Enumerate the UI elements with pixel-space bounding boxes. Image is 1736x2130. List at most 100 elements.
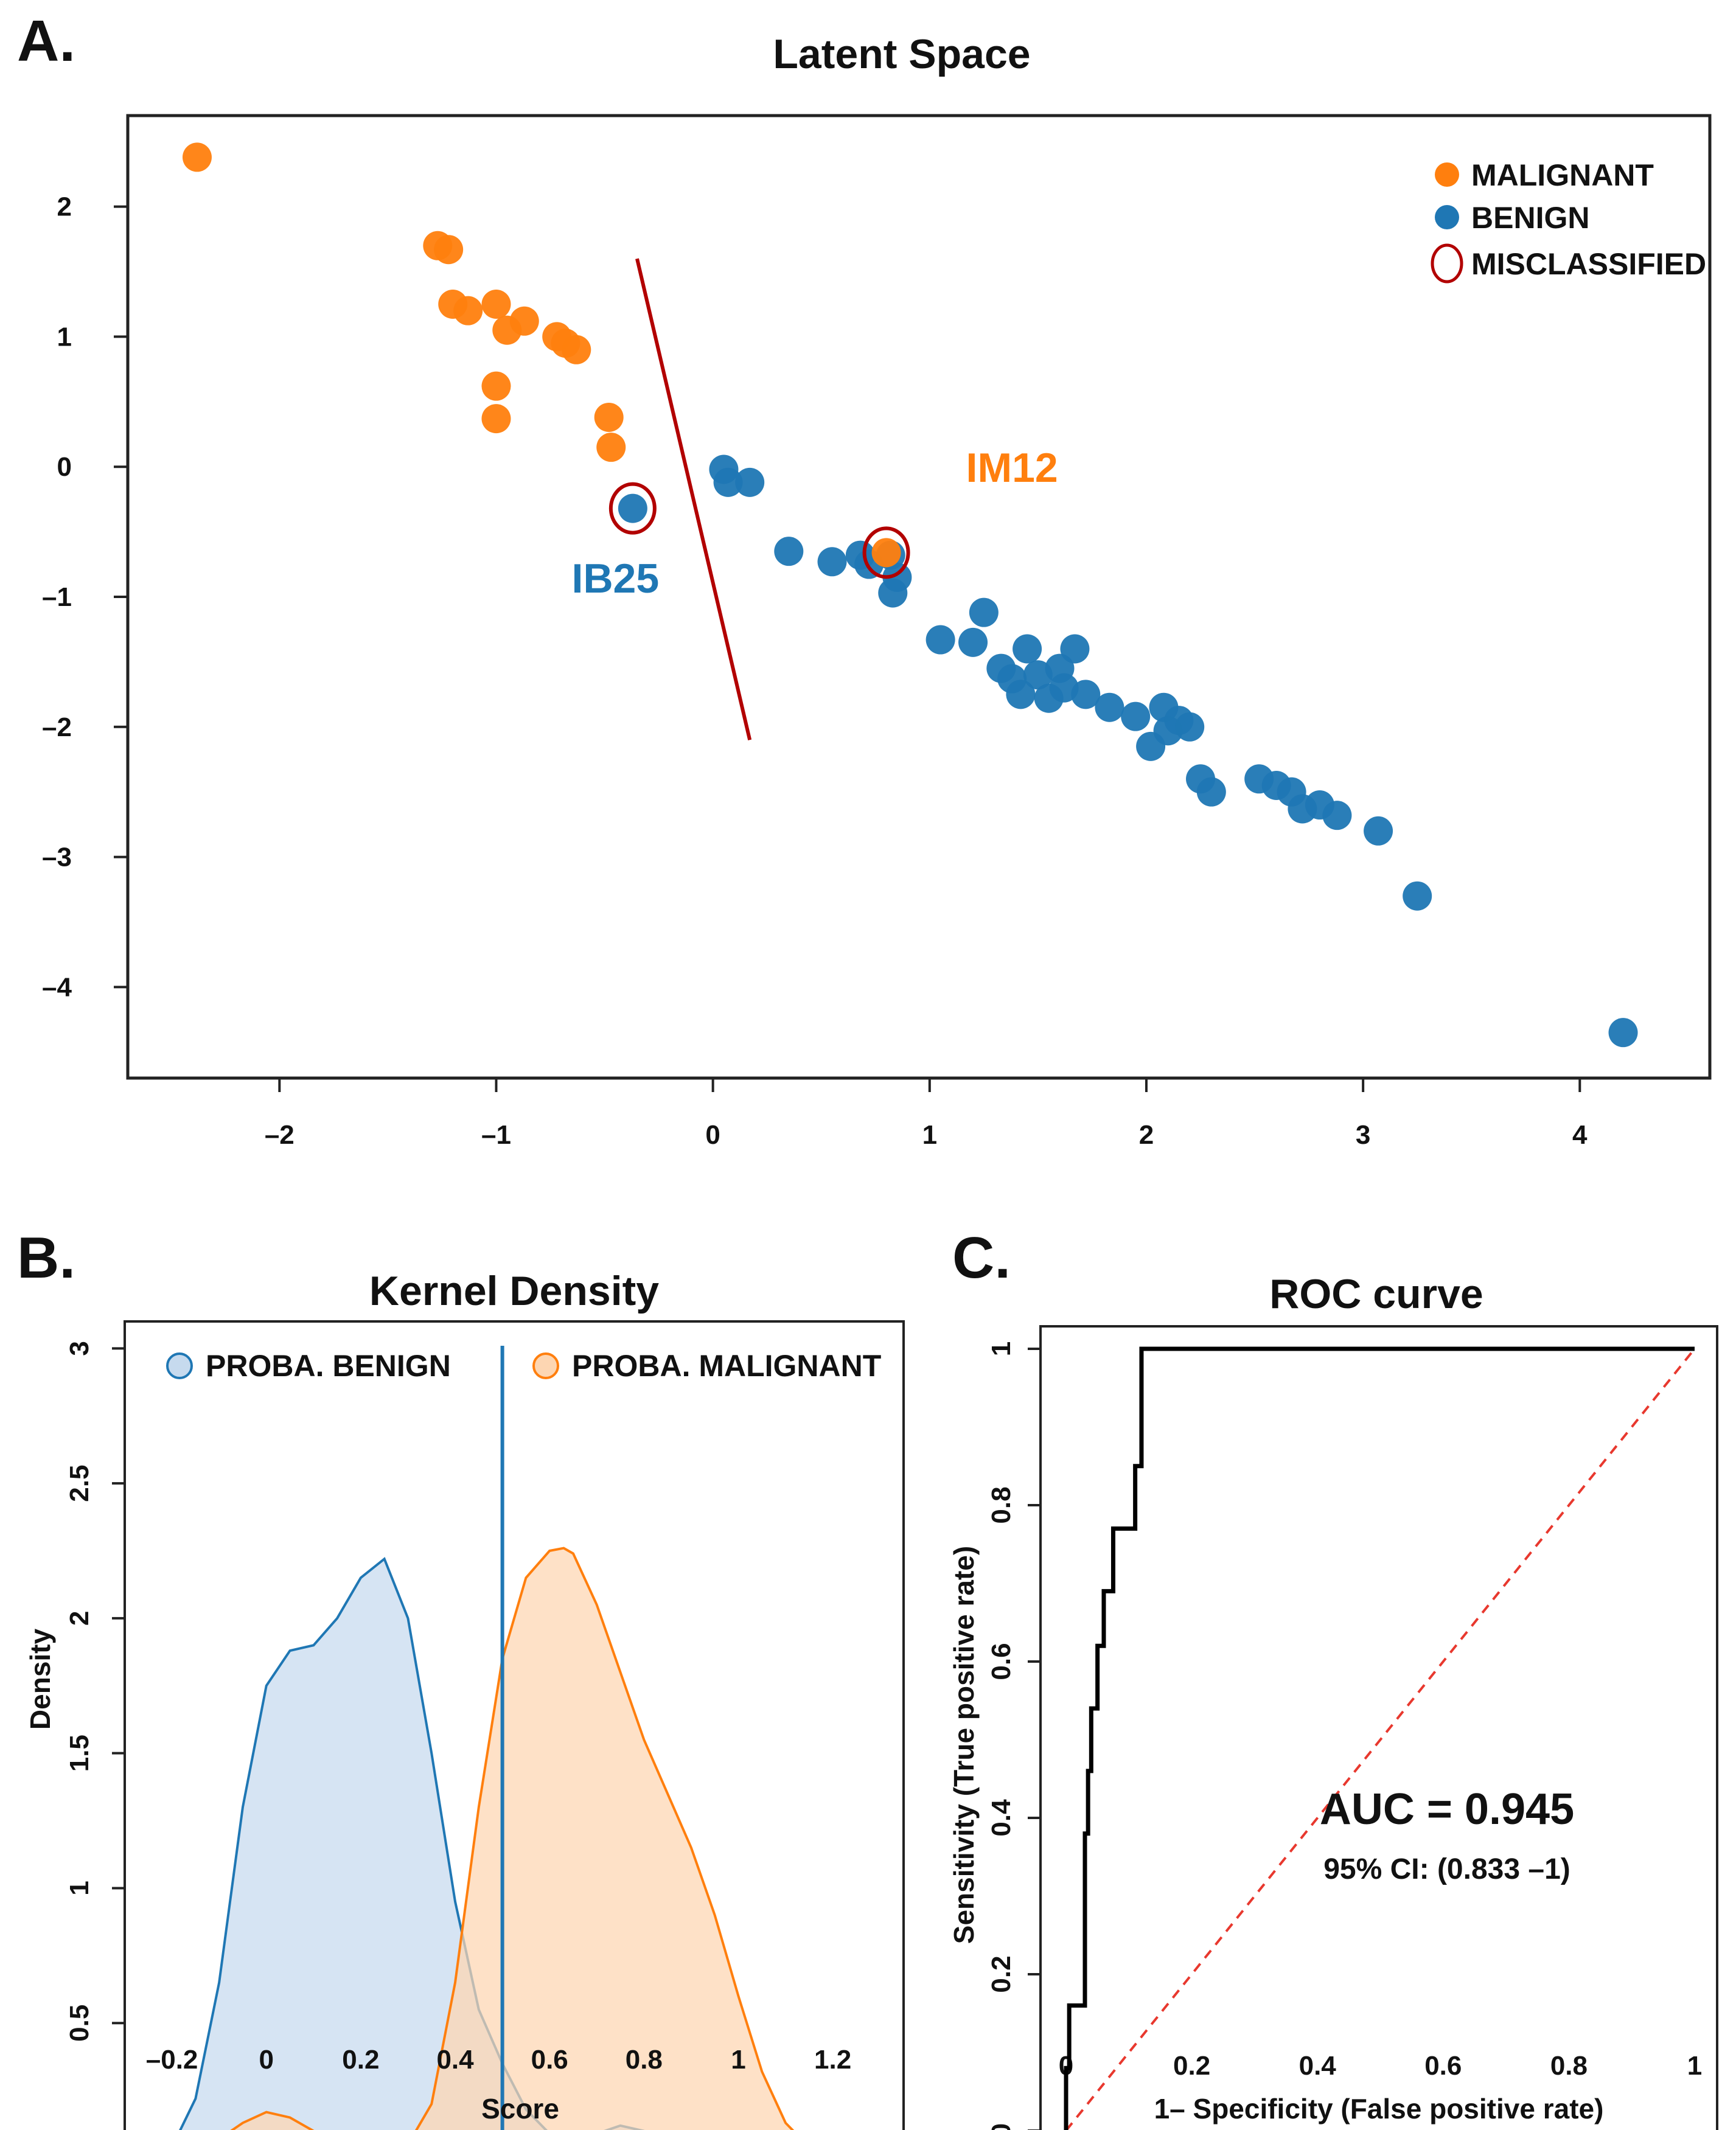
benign-point [969, 597, 999, 627]
panel-c-roc-curve: C. ROC curve 0 0.2 0.4 0.6 0.8 1 0 0.2 0.4 0.6 0.… [948, 1225, 1718, 2130]
panel-a-title: Latent Space [773, 31, 1030, 77]
y-tick-label: 1.5 [64, 1735, 94, 1772]
y-tick-label: –1 [42, 582, 72, 612]
y-tick-label: 0.2 [986, 1955, 1016, 1993]
benign-point [1071, 680, 1101, 709]
chance-diagonal-line [1065, 1348, 1696, 2130]
legend-benign-label: BENIGN [1471, 201, 1589, 235]
legend-misclassified-marker [1431, 243, 1463, 284]
y-tick-label: 2 [64, 1611, 94, 1626]
benign-point [774, 537, 804, 566]
x-tick-label: 0.8 [626, 2045, 663, 2075]
y-tick-label: –2 [42, 712, 72, 742]
legend-proba-benign-marker [166, 1352, 193, 1379]
malignant-point [434, 235, 464, 265]
annotation-ib25: IB25 [572, 555, 660, 602]
benign-point [618, 493, 647, 523]
y-tick-label: 1 [64, 1881, 94, 1895]
y-tick-label: 2.5 [64, 1465, 94, 1502]
malignant-point [596, 433, 626, 462]
x-tick-label: –1 [481, 1120, 511, 1150]
benign-point [926, 625, 955, 655]
malignant-point [562, 335, 591, 364]
x-tick-label: 0 [259, 2045, 273, 2075]
x-tick-label: 0.4 [1299, 2051, 1337, 2081]
y-tick-label: 0 [57, 452, 72, 482]
benign-point [1121, 701, 1151, 731]
legend-benign-marker [1435, 205, 1459, 229]
y-tick-label: 1 [57, 322, 72, 352]
legend-proba-malignant-label: PROBA. MALIGNANT [572, 1349, 881, 1383]
panel-c-plot-frame [1039, 1325, 1718, 2130]
malignant-point [871, 538, 901, 568]
benign-point [1006, 680, 1036, 709]
benign-point [1364, 816, 1393, 846]
benign-point [1060, 634, 1090, 664]
malignant-point [453, 296, 483, 325]
y-tick-label: 0.4 [986, 1799, 1016, 1837]
malignant-density-area [232, 1548, 793, 2130]
y-tick-label: –4 [42, 972, 72, 1002]
auc-confidence-interval: 95% CI: (0.833 –1) [1323, 1853, 1570, 1885]
malignant-point [182, 142, 212, 172]
benign-point [817, 547, 847, 577]
malignant-point [594, 402, 624, 432]
x-tick-label: 0 [705, 1120, 720, 1150]
y-tick-label: 3 [64, 1341, 94, 1356]
x-tick-label: 1 [922, 1120, 937, 1150]
x-tick-label: 0.6 [531, 2045, 568, 2075]
x-tick-label: 3 [1356, 1120, 1370, 1150]
panel-b-legend: PROBA. BENIGN PROBA. MALIGNANT [166, 1349, 881, 1383]
x-tick-label: 0.4 [436, 2045, 474, 2075]
benign-point [1196, 777, 1226, 807]
benign-point [1403, 881, 1432, 911]
auc-value: AUC = 0.945 [1320, 1785, 1574, 1834]
x-tick-label: 1.2 [814, 2045, 851, 2075]
malignant-point [481, 289, 511, 319]
malignant-point [481, 371, 511, 401]
panel-a-x-axis: –2 –1 0 1 2 3 4 [265, 1078, 1588, 1150]
malignant-point [481, 404, 511, 434]
y-tick-label: 2 [57, 192, 72, 222]
panel-c-y-axis: 0 0.2 0.4 0.6 0.8 1 [986, 1342, 1041, 2130]
y-tick-label: 0 [986, 2123, 1016, 2130]
panel-b-plot-frame [124, 1320, 905, 2130]
y-tick-label: –3 [42, 843, 72, 872]
x-tick-label: 0.2 [1173, 2051, 1210, 2081]
panel-b-kernel-density: B. Kernel Density –0.2 0 0.2 0.4 0.6 0.8 1 1.2 … [17, 1225, 905, 2130]
panel-b-x-axis: –0.2 0 0.2 0.4 0.6 0.8 1 1.2 [146, 2045, 851, 2075]
x-tick-label: –0.2 [146, 2045, 198, 2075]
y-tick-label: 0.8 [986, 1486, 1016, 1523]
benign-point [1608, 1018, 1638, 1048]
panel-c-label: C. [952, 1225, 1011, 1290]
panel-b-y-label: Density [24, 1629, 56, 1730]
roc-curve-line [1064, 1346, 1695, 2130]
panel-a-points [182, 142, 1638, 1048]
y-tick-label: 0.6 [986, 1643, 1016, 1680]
panel-b-density-curves [179, 1547, 795, 2130]
panel-c-x-label: 1– Specificity (False positive rate) [1154, 2093, 1604, 2125]
benign-point [1013, 634, 1042, 664]
panel-c-x-axis: 0 0.2 0.4 0.6 0.8 1 [1059, 2051, 1702, 2081]
panel-b-title: Kernel Density [369, 1268, 659, 1314]
misclassified-ring [608, 482, 657, 535]
benign-point [958, 627, 988, 657]
y-tick-label: 1 [986, 1342, 1016, 1356]
legend-proba-malignant-marker [532, 1352, 559, 1379]
x-tick-label: –2 [265, 1120, 295, 1150]
benign-density-line [179, 1557, 645, 2130]
benign-density-area [180, 1559, 640, 2130]
panel-c-title: ROC curve [1269, 1271, 1483, 1317]
x-tick-label: 2 [1139, 1120, 1154, 1150]
x-tick-label: 0.2 [342, 2045, 379, 2075]
benign-point [878, 578, 908, 608]
malignant-point [509, 306, 539, 336]
decision-boundary-line [635, 258, 752, 740]
panel-a-label: A. [17, 9, 75, 74]
benign-point [713, 467, 743, 497]
misclassified-ring [862, 526, 910, 579]
x-tick-label: 0.8 [1550, 2051, 1588, 2081]
panel-a-latent-space: A. Latent Space –2 –1 0 1 2 3 4 2 1 0 –1 –2 –3 –4 IB… [17, 9, 1712, 1150]
legend-proba-benign-label: PROBA. BENIGN [206, 1349, 451, 1383]
benign-point [735, 467, 765, 497]
